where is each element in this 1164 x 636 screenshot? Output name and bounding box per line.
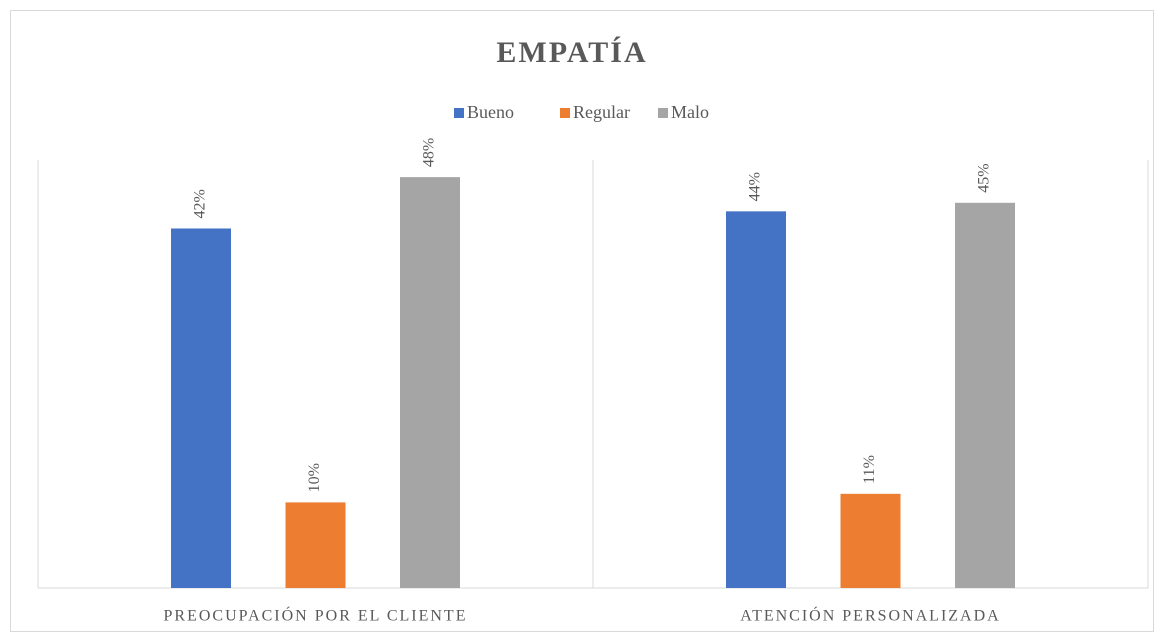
x-tick-label: PREOCUPACIÓN POR EL CLIENTE	[164, 606, 468, 625]
data-label: 45%	[976, 163, 993, 192]
bar	[840, 493, 901, 588]
legend-swatch	[658, 108, 668, 118]
bar	[171, 228, 231, 589]
bar	[285, 502, 346, 588]
legend-swatch	[560, 108, 570, 118]
bar	[955, 202, 1015, 589]
chart-title: EMPATÍA	[496, 36, 647, 69]
data-label: 10%	[306, 463, 323, 492]
x-tick-label: ATENCIÓN PERSONALIZADA	[740, 606, 1000, 625]
data-label: 42%	[192, 189, 209, 218]
legend-swatch	[454, 108, 464, 118]
legend-label: Regular	[573, 102, 630, 122]
bar	[400, 177, 460, 588]
legend-label: Bueno	[467, 102, 514, 122]
data-label: 44%	[747, 172, 764, 201]
data-label: 11%	[861, 455, 878, 484]
legend-label: Malo	[671, 102, 709, 122]
data-label: 48%	[421, 138, 438, 167]
bar	[726, 211, 786, 589]
